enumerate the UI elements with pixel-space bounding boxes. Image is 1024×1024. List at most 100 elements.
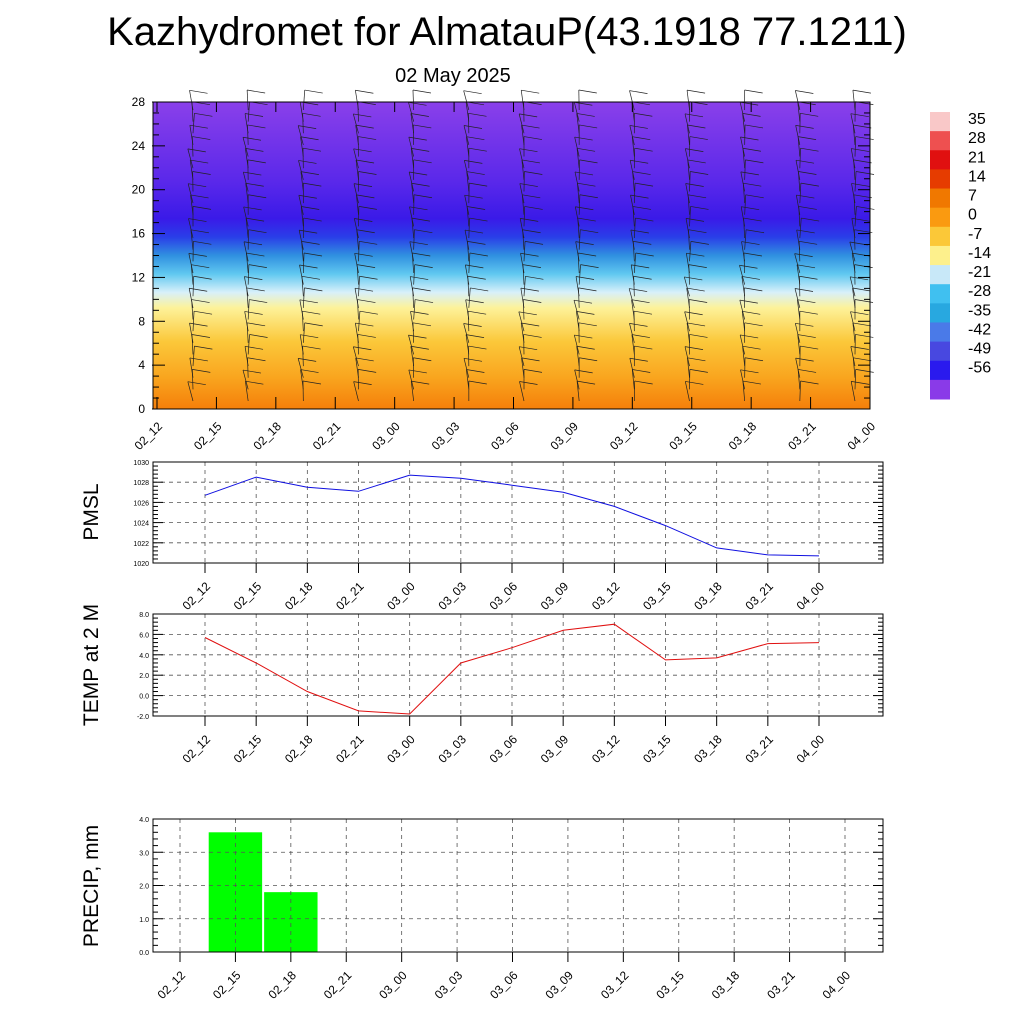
wind-barb-flag bbox=[412, 252, 431, 257]
wind-barb-staff bbox=[189, 125, 194, 145]
wind-barb-flag bbox=[743, 252, 763, 257]
wind-barb-flag bbox=[244, 311, 263, 315]
cs-ytick-label: 28 bbox=[132, 95, 146, 109]
wind-barb-staff bbox=[189, 357, 194, 378]
precip-x-ticks: 02_12 02_15 02_18 02_21 03_00 03_03 03_06 03_09… bbox=[155, 952, 853, 1002]
wind-barb-flag bbox=[800, 182, 819, 187]
wind-barb-flag bbox=[353, 148, 372, 153]
wind-barb-flag bbox=[355, 124, 374, 129]
wind-barb-staff bbox=[466, 136, 470, 157]
wind-barb-staff bbox=[797, 334, 801, 355]
wind-barb-flag bbox=[353, 183, 373, 187]
date-subtitle: 02 May 2025 bbox=[395, 65, 511, 87]
wind-barb-flag bbox=[355, 357, 374, 362]
wind-barb-staff bbox=[684, 113, 690, 134]
wind-barb-flag bbox=[578, 252, 597, 257]
wind-barb-staff bbox=[741, 241, 746, 262]
precip-frame bbox=[152, 818, 884, 953]
wind-barb-flag bbox=[189, 124, 208, 129]
wind-barb-flag bbox=[851, 183, 870, 187]
wind-barb-staff bbox=[854, 369, 857, 390]
wind-barb-flag bbox=[632, 136, 651, 141]
wind-barb-flag bbox=[302, 112, 321, 117]
wind-barb-staff bbox=[742, 148, 746, 169]
wind-barb-flag bbox=[575, 206, 594, 211]
wind-barb-flag bbox=[467, 241, 486, 245]
wind-barb-flag bbox=[687, 357, 706, 362]
wind-barb-flag bbox=[409, 241, 428, 246]
wind-barb-staff bbox=[408, 137, 415, 157]
wind-barb-flag bbox=[249, 334, 268, 338]
wind-barb-staff bbox=[521, 194, 525, 215]
wind-barb-flag bbox=[794, 288, 814, 292]
wind-barb-staff bbox=[298, 195, 304, 215]
wind-barb-flag bbox=[353, 113, 372, 118]
wind-barb-staff bbox=[300, 369, 304, 390]
wind-barb-flag bbox=[795, 90, 814, 94]
wind-barb-staff bbox=[463, 125, 470, 146]
precip-ytick-label: 3.0 bbox=[139, 850, 149, 857]
temp-xtick-label: 03_18 bbox=[691, 732, 725, 766]
wind-barb-flag bbox=[797, 334, 816, 338]
wind-barb-flag bbox=[744, 89, 763, 94]
cs-xtick-label: 03_00 bbox=[369, 419, 403, 453]
pmsl-xtick-label: 02_21 bbox=[333, 579, 367, 613]
precip-xtick-label: 03_00 bbox=[376, 968, 410, 1002]
wind-barb-flag bbox=[576, 345, 595, 350]
wind-barb-staff bbox=[850, 113, 856, 134]
wind-barb-flag bbox=[246, 252, 265, 257]
wind-barb-flag bbox=[189, 357, 208, 362]
colorbar-label: 14 bbox=[968, 168, 986, 185]
colorbar-swatch bbox=[930, 188, 950, 209]
wind-barb-staff bbox=[300, 136, 304, 157]
wind-barb-flag bbox=[411, 217, 430, 222]
wind-barb-flag bbox=[356, 159, 375, 164]
wind-barb-staff bbox=[353, 381, 359, 402]
wind-barb-flag bbox=[684, 311, 703, 316]
wind-barb-flag bbox=[301, 275, 320, 280]
wind-barb-staff bbox=[521, 125, 525, 145]
pmsl-xtick-label: 02_18 bbox=[282, 579, 316, 613]
pmsl-xtick-label: 03_00 bbox=[384, 579, 418, 613]
wind-barb-flag bbox=[744, 287, 763, 292]
wind-barb-staff bbox=[629, 323, 635, 343]
wind-barb-flag bbox=[519, 148, 538, 153]
wind-barb-flag bbox=[355, 322, 374, 327]
wind-barb-flag bbox=[633, 310, 653, 315]
wind-barb-staff bbox=[631, 369, 635, 390]
wind-barb-staff bbox=[242, 369, 249, 390]
wind-barb-staff bbox=[741, 276, 746, 297]
wind-barb-flag bbox=[247, 124, 266, 129]
wind-barb-flag bbox=[853, 194, 873, 199]
colorbar-label: 21 bbox=[968, 149, 986, 166]
wind-barb-staff bbox=[633, 183, 636, 204]
precip-ytick-label: 2.0 bbox=[139, 884, 149, 891]
wind-barb-flag bbox=[524, 206, 543, 210]
wind-barb-flag bbox=[188, 183, 207, 188]
wind-barb-flag bbox=[744, 322, 763, 327]
wind-barb-flag bbox=[852, 322, 871, 327]
wind-barb-staff bbox=[353, 148, 359, 169]
wind-barb-flag bbox=[800, 147, 819, 152]
wind-barb-flag bbox=[798, 206, 817, 210]
wind-barb-staff bbox=[576, 148, 580, 169]
wind-barb-staff bbox=[629, 90, 635, 111]
wind-barb-flag bbox=[852, 89, 871, 94]
wind-barb-staff bbox=[358, 241, 360, 262]
wind-barb-staff bbox=[464, 229, 470, 250]
wind-barb-flag bbox=[633, 275, 652, 280]
wind-barb-flag bbox=[577, 182, 596, 187]
wind-barb-staff bbox=[190, 264, 194, 285]
wind-barb-flag bbox=[243, 171, 262, 176]
wind-barb-flag bbox=[853, 159, 872, 164]
wind-barb-flag bbox=[192, 136, 211, 140]
wind-barb-flag bbox=[191, 334, 211, 338]
wind-barb-staff bbox=[520, 253, 525, 274]
wind-barb-flag bbox=[189, 322, 208, 327]
wind-barb-flag bbox=[740, 136, 759, 141]
temp-ytick-label: 2.0 bbox=[139, 673, 149, 680]
wind-barb-flag bbox=[524, 171, 543, 175]
wind-barb-staff bbox=[576, 346, 580, 367]
wind-barb-flag bbox=[244, 345, 264, 350]
wind-barb-flag bbox=[358, 171, 377, 175]
